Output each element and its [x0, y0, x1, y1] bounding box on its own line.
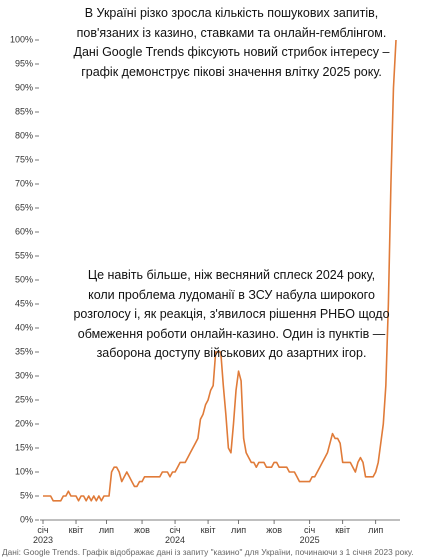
x-tick-label: квіт [68, 525, 84, 535]
y-tick-label: 60% [15, 226, 33, 236]
annotation-line: Дані Google Trends фіксують новий стрибо… [73, 45, 390, 59]
annotation-line: розголосу і, як реакція, з'явилося рішен… [73, 307, 390, 321]
x-tick-label: лип [230, 525, 247, 535]
y-tick-label: 75% [15, 154, 33, 164]
x-tick-label: жов [266, 525, 282, 535]
x-tick-label: січ 2024 [165, 525, 186, 545]
line-series [43, 39, 397, 502]
annotation-line: обмеження роботи онлайн-казино. Один із … [77, 326, 386, 341]
y-tick-label: 95% [15, 58, 33, 68]
y-tick-label: 50% [15, 274, 33, 284]
x-tick-label: лип [368, 525, 384, 535]
annotation: Це навіть більше, ніж весняний сплеск 20… [40, 266, 423, 364]
y-tick-label: 30% [15, 370, 33, 380]
x-tick-label: лип [98, 525, 115, 535]
y-tick-label: 35% [15, 346, 33, 356]
y-tick-label: 90% [15, 82, 33, 92]
x-tick-label: січ 2025 [299, 525, 320, 545]
annotation-line: В Україні різко зросла кількість пошуков… [84, 6, 379, 20]
y-tick-label: 70% [15, 178, 33, 188]
annotation-line: пов'язаних із казино, ставками та онлайн… [76, 25, 387, 40]
annotation-line: Це навіть більше, ніж весняний сплеск 20… [87, 268, 376, 282]
annotation-line: коли проблема лудоманії в ЗСУ набула шир… [88, 287, 375, 302]
y-tick-label: 15% [15, 442, 33, 452]
y-tick-label: 40% [15, 322, 33, 332]
annotation: В Україні різко зросла кількість пошуков… [40, 4, 423, 82]
y-tick-label: 20% [15, 418, 33, 428]
x-tick-label: квіт [335, 525, 351, 535]
y-tick-label: 100% [10, 34, 33, 44]
y-tick-label: 0% [20, 514, 33, 524]
y-tick-label: 85% [15, 106, 33, 116]
y-tick-label: 10% [15, 466, 33, 476]
x-tick-label: січ 2023 [32, 525, 54, 545]
y-tick-label: 55% [15, 250, 33, 260]
annotation-line: графік демонструє пікові значення влітку… [81, 64, 382, 79]
y-tick-label: 45% [15, 298, 33, 308]
y-tick-label: 65% [15, 202, 33, 212]
annotation-line: заборона доступу військових до азартних … [96, 346, 367, 360]
y-tick-label: 25% [15, 394, 33, 404]
x-tick-label: квіт [200, 525, 216, 535]
y-tick-label: 80% [15, 130, 33, 140]
y-tick-label: 5% [20, 490, 33, 500]
source-note: Дані: Google Trends. Графік відображає д… [2, 547, 414, 557]
x-tick-label: жов [134, 525, 150, 535]
